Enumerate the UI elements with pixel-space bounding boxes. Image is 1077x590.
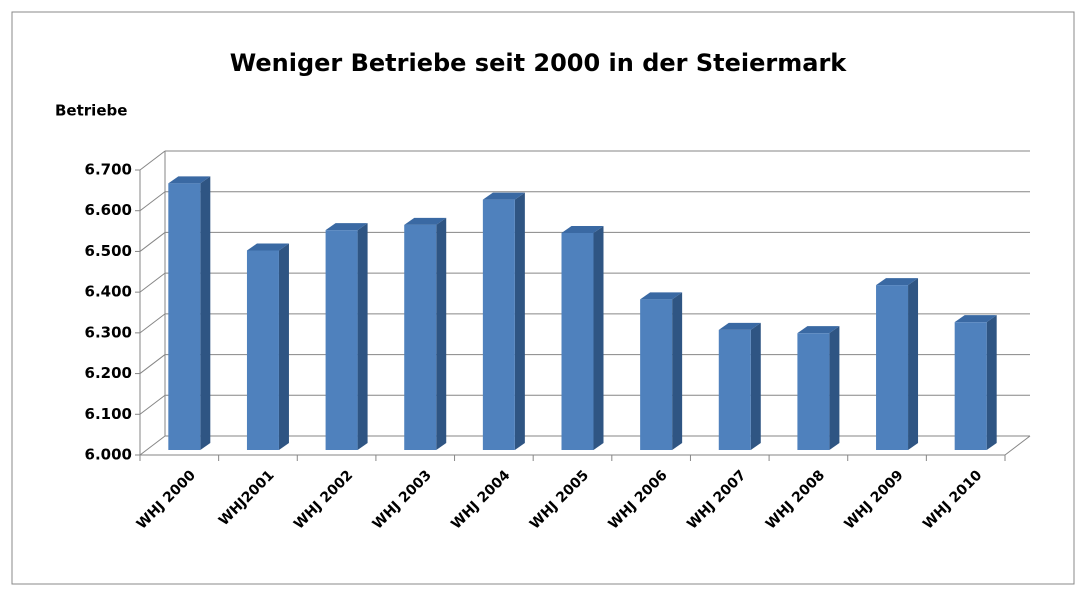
- bar: [954, 322, 987, 450]
- y-tick-label: 6.100: [85, 405, 132, 423]
- bar-top: [640, 292, 683, 300]
- y-axis-title: Betriebe: [55, 102, 127, 120]
- bar-side: [278, 243, 289, 450]
- axis-line: [1004, 435, 1031, 456]
- bar-top: [482, 192, 525, 200]
- bar-top: [954, 315, 997, 323]
- bar-side: [514, 192, 525, 450]
- bar: [404, 224, 437, 450]
- bar: [797, 333, 830, 450]
- bar-top: [561, 225, 604, 233]
- bar: [876, 285, 909, 450]
- bar: [246, 250, 279, 450]
- bar-side: [829, 326, 840, 450]
- y-tick-label: 6.600: [85, 201, 132, 219]
- chart-title: Weniger Betriebe seit 2000 in der Steier…: [230, 49, 848, 77]
- grid-line: [139, 191, 166, 212]
- grid-line: [139, 435, 166, 456]
- y-tick-label: 6.400: [85, 283, 132, 301]
- bar-side: [357, 223, 368, 450]
- bar: [718, 329, 751, 450]
- y-tick-label: 6.700: [85, 161, 132, 179]
- grid-line: [139, 272, 166, 293]
- grid-line: [139, 394, 166, 415]
- bar-top: [168, 176, 211, 184]
- bar-side: [593, 225, 604, 450]
- grid-line: [139, 232, 166, 252]
- y-tick-label: 6.500: [85, 242, 132, 260]
- bar-top: [404, 217, 447, 225]
- bar-side: [986, 315, 997, 450]
- bar-side: [436, 217, 447, 450]
- bar-top: [325, 223, 368, 231]
- bar-side: [672, 292, 683, 450]
- bar-top: [876, 278, 919, 286]
- y-tick-label: 6.200: [85, 364, 132, 382]
- bar-top: [718, 322, 761, 330]
- bar: [168, 183, 201, 451]
- bar-top: [246, 243, 289, 251]
- bar: [325, 230, 358, 450]
- grid-line: [139, 150, 166, 171]
- grid-line: [139, 354, 166, 374]
- bar-side: [908, 278, 919, 450]
- y-tick-label: 6.000: [85, 446, 132, 464]
- bar: [482, 199, 515, 450]
- bar-top: [797, 326, 840, 334]
- y-tick-label: 6.300: [85, 323, 132, 341]
- bar-side: [200, 176, 211, 451]
- bar: [640, 299, 673, 450]
- grid-line: [139, 313, 166, 334]
- bar-side: [750, 322, 761, 450]
- bar: [561, 232, 594, 450]
